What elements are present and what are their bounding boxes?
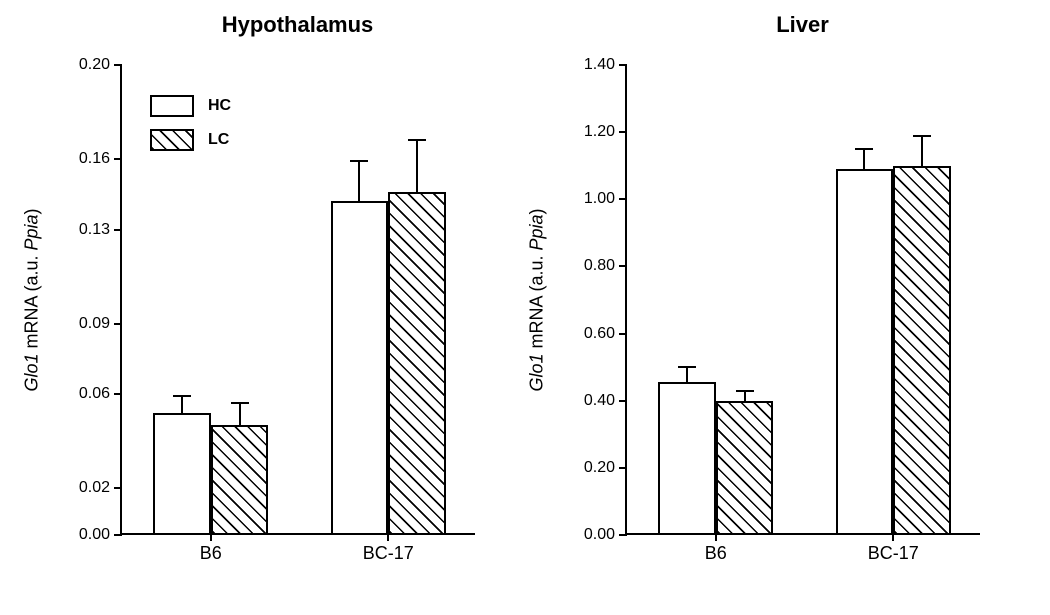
bar	[658, 382, 716, 535]
ylab-ppia: Ppia	[22, 214, 42, 250]
x-tick-label: B6	[705, 533, 727, 564]
legend-label-lc: LC	[208, 131, 229, 149]
y-tick-label: 0.00	[79, 526, 122, 544]
legend-row-lc: LC	[150, 129, 231, 151]
error-cap	[855, 148, 873, 150]
bar	[388, 192, 446, 535]
ylab-mid: mRNA (a.u.	[22, 250, 42, 353]
error-cap	[678, 366, 696, 368]
error-line	[358, 161, 360, 201]
error-line	[744, 391, 746, 401]
figure-root: Glo1 mRNA (a.u. Ppia) Glo1 mRNA (a.u. Pp…	[0, 0, 1050, 615]
panel-title-hypothalamus: Hypothalamus	[120, 12, 475, 38]
x-tick-label: BC-17	[363, 533, 414, 564]
y-tick-label: 0.00	[584, 526, 627, 544]
y-tick-label: 1.20	[584, 123, 627, 141]
y-tick-label: 0.09	[79, 315, 122, 333]
legend-row-hc: HC	[150, 95, 231, 117]
y-tick-label: 0.80	[584, 257, 627, 275]
legend-label-hc: HC	[208, 97, 231, 115]
panel-title-liver: Liver	[625, 12, 980, 38]
error-cap	[231, 402, 249, 404]
legend-swatch-lc	[150, 129, 194, 151]
error-cap	[173, 395, 191, 397]
y-tick-label: 0.40	[584, 392, 627, 410]
error-line	[686, 367, 688, 382]
plot-area-liver: 0.000.200.400.600.801.001.201.40B6BC-17	[625, 65, 980, 535]
y-tick-label: 0.02	[79, 479, 122, 497]
y-tick-label: 0.16	[79, 150, 122, 168]
error-line	[921, 136, 923, 166]
ylab-glo1: Glo1	[22, 354, 42, 392]
error-line	[863, 149, 865, 169]
error-cap	[350, 160, 368, 162]
error-cap	[913, 135, 931, 137]
bar	[893, 166, 951, 535]
y-tick-label: 1.00	[584, 190, 627, 208]
error-cap	[408, 139, 426, 141]
legend-swatch-hc	[150, 95, 194, 117]
x-tick-label: B6	[200, 533, 222, 564]
error-cap	[736, 390, 754, 392]
y-tick-label: 0.20	[79, 56, 122, 74]
y-tick-label: 0.20	[584, 459, 627, 477]
y-tick-label: 0.06	[79, 385, 122, 403]
y-axis-label-left: Glo1 mRNA (a.u. Ppia)	[22, 208, 43, 391]
bar	[153, 413, 211, 535]
error-line	[239, 403, 241, 424]
error-line	[416, 140, 418, 192]
x-tick-label: BC-17	[868, 533, 919, 564]
bar	[331, 201, 389, 535]
bar	[716, 401, 774, 535]
y-axis-label-right: Glo1 mRNA (a.u. Ppia)	[527, 208, 548, 391]
error-line	[181, 396, 183, 412]
y-tick-label: 0.60	[584, 325, 627, 343]
ylab-tail: )	[22, 208, 42, 214]
y-tick-label: 0.13	[79, 221, 122, 239]
legend: HC LC	[150, 95, 231, 163]
bar	[836, 169, 894, 535]
bar	[211, 425, 269, 535]
y-tick-label: 1.40	[584, 56, 627, 74]
